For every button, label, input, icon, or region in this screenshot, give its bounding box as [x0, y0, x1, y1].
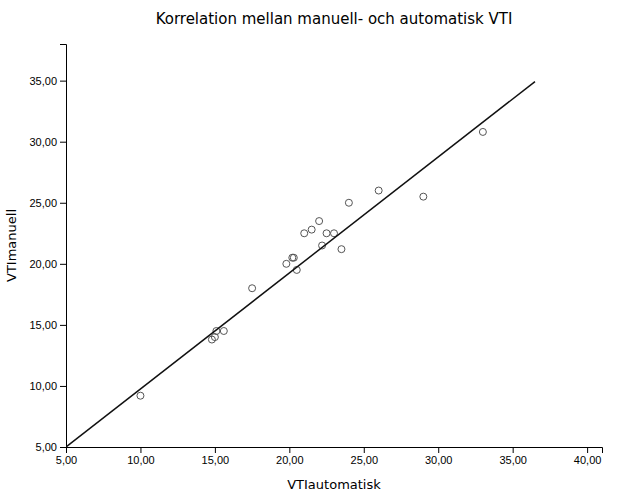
point	[290, 254, 297, 261]
x-tick: 20,00	[276, 447, 304, 466]
point	[137, 392, 144, 399]
y-tick-label: 5,00	[36, 441, 57, 453]
y-axis: 5,00 10,00 15,00 20,00 25,00 30,00 35,00	[29, 45, 66, 454]
y-tick-label: 15,00	[29, 319, 57, 331]
plot: 5,0010,0015,0020,0025,0030,0035,0040,005…	[29, 45, 602, 466]
y-tick-mark	[60, 264, 66, 265]
x-tick-mark	[438, 447, 439, 453]
x-tick: 25,00	[351, 447, 379, 466]
y-axis-line	[60, 45, 67, 448]
y-tick: 20,00	[29, 258, 66, 270]
x-axis-line	[67, 448, 603, 454]
y-tick-label: 35,00	[29, 75, 57, 87]
y-tick: 5,00	[36, 441, 66, 453]
title: Korrelation mellan manuell- och automati…	[156, 10, 513, 28]
x-tick: 30,00	[425, 447, 453, 466]
y-tick-label: 30,00	[29, 136, 57, 148]
x-tick-label: 15,00	[202, 454, 230, 466]
x-tick: 35,00	[499, 447, 527, 466]
point	[308, 226, 315, 233]
y-tick-mark	[60, 81, 66, 82]
x-tick-mark	[140, 447, 141, 453]
x-axis: 5,00 10,00 15,00 20,00 25,00 30,00 35,00 40,00	[56, 447, 603, 466]
point	[220, 327, 227, 334]
point	[283, 260, 290, 267]
x-axis-title: VTIautomatisk	[287, 477, 381, 492]
chart: 5,0010,0015,0020,0025,0030,0035,0040,005…	[0, 0, 626, 501]
y-tick-label: 25,00	[29, 197, 57, 209]
y-tick-mark	[60, 447, 66, 448]
x-tick: 40,00	[574, 447, 602, 466]
x-tick-mark	[364, 447, 365, 453]
y-tick: 35,00	[29, 75, 66, 87]
y-tick: 25,00	[29, 197, 66, 209]
y-tick-mark	[60, 203, 66, 204]
x-tick-mark	[513, 447, 514, 453]
point	[316, 218, 323, 225]
point	[249, 285, 256, 292]
point	[323, 230, 330, 237]
scatter-points	[137, 128, 486, 399]
point	[301, 230, 308, 237]
y-tick-mark	[60, 142, 66, 143]
point	[345, 199, 352, 206]
x-tick: 5,00	[56, 447, 77, 466]
x-tick-label: 35,00	[499, 454, 527, 466]
x-tick-mark	[289, 447, 290, 453]
point	[375, 187, 382, 194]
point	[479, 128, 486, 135]
y-tick-mark	[60, 386, 66, 387]
y-tick-label: 20,00	[29, 258, 57, 270]
x-tick-label: 5,00	[56, 454, 77, 466]
x-tick-mark	[215, 447, 216, 453]
y-axis-title: VTImanuell	[4, 209, 19, 282]
y-tick: 15,00	[29, 319, 66, 331]
y-tick: 30,00	[29, 136, 66, 148]
regression-line	[66, 82, 535, 447]
point	[338, 246, 345, 253]
x-tick: 10,00	[127, 447, 155, 466]
y-tick-mark	[60, 325, 66, 326]
x-tick: 15,00	[202, 447, 230, 466]
x-tick-label: 10,00	[127, 454, 155, 466]
x-tick-label: 20,00	[276, 454, 304, 466]
x-tick-label: 25,00	[351, 454, 379, 466]
marks	[66, 82, 535, 447]
y-tick-label: 10,00	[29, 380, 57, 392]
y-tick: 10,00	[29, 380, 66, 392]
point	[420, 193, 427, 200]
x-tick-label: 30,00	[425, 454, 453, 466]
x-tick-label: 40,00	[574, 454, 602, 466]
x-tick-mark	[587, 447, 588, 453]
